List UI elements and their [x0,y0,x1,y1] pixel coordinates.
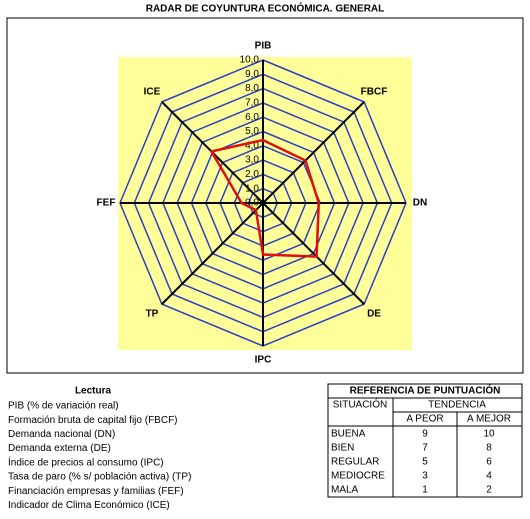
chart-title: RADAR DE COYUNTURA ECONÓMICA. GENERAL [146,2,385,15]
table-subheader: A MEJOR [467,414,511,425]
lectura-item: Formación bruta de capital fijo (FBCF) [8,415,178,426]
r-tick-label: 9,0 [245,69,259,80]
axis-label: ICE [144,87,161,98]
reference-table [327,383,523,498]
table-cell: 10 [483,429,495,440]
table-cell: 6 [486,457,492,468]
table-cell: BIEN [331,443,354,454]
lectura-item: Financiación empresas y familias (FEF) [8,486,184,497]
r-tick-label: 6,0 [245,112,259,123]
table-subheader: A PEOR [406,414,443,425]
table-cell: 8 [486,443,492,454]
table-cell: BUENA [331,429,366,440]
r-tick-label: 7,0 [245,98,259,109]
table-header: TENDENCIA [428,400,486,411]
axis-label: PIB [255,41,272,52]
r-tick-label: 2,0 [245,169,259,180]
lectura-item: PIB (% de variación real) [8,401,119,412]
table-cell: MALA [331,485,359,496]
lectura-item: Indicador de Clima Económico (ICE) [8,500,170,511]
table-title: REFERENCIA DE PUNTUACIÓN [350,384,501,397]
table-cell: 3 [422,471,428,482]
axis-label: IPC [255,355,272,366]
table-cell: REGULAR [331,457,379,468]
r-tick-label: 1,0 [245,183,259,194]
table-cell: 2 [486,485,492,496]
r-tick-label: 10,0 [240,55,260,66]
r-tick-label: 4,0 [245,140,259,151]
r-tick-label: 5,0 [245,126,259,137]
lectura-title: Lectura [75,386,112,397]
lectura-item: Demanda externa (DE) [8,443,111,454]
lectura-item: Demanda nacional (DN) [8,429,115,440]
table-header: SITUACIÓN [333,398,387,411]
r-tick-label: 8,0 [245,83,259,94]
r-tick-label: 3,0 [245,155,259,166]
lectura-item: Tasa de paro (% s/ población activa) (TP… [8,472,191,483]
table-cell: 4 [486,471,492,482]
axis-spoke [161,202,264,305]
table-cell: 5 [422,457,428,468]
axis-label: FEF [97,198,116,209]
table-cell: 7 [422,443,428,454]
table-cell: 1 [422,485,428,496]
axis-label: DE [367,309,381,320]
series-line [209,138,321,258]
lectura-item: Índice de precios al consumo (IPC) [8,455,164,468]
axis-spoke [262,101,365,204]
axis-label: FBCF [361,87,388,98]
table-cell: 9 [422,429,428,440]
axis-spoke [262,202,365,305]
r-tick-label: 0,0 [245,198,259,209]
axis-label: TP [146,309,159,320]
table-cell: MEDIOCRE [331,471,385,482]
axis-label: DN [413,198,427,209]
